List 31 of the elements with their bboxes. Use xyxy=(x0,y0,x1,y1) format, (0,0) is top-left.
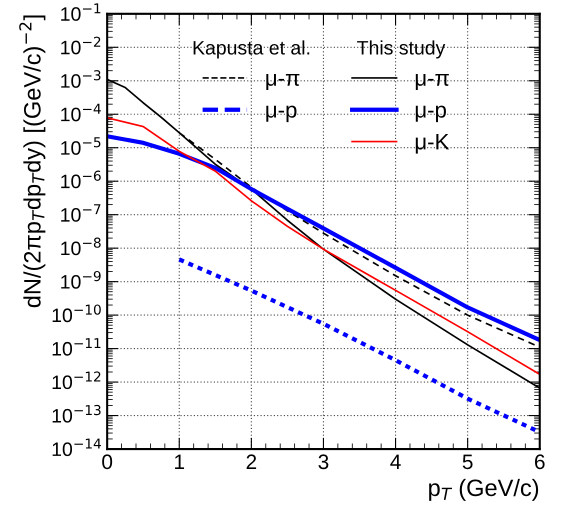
y-tick-label: 10$^{−11}$ xyxy=(52,338,100,356)
x-tick-label: 5 xyxy=(462,454,473,470)
y-tick-label: 10$^{−7}$ xyxy=(61,204,100,222)
legend-label: μ-p xyxy=(266,106,296,122)
legend-label: μ-p xyxy=(416,106,446,122)
legend-label: μ-K xyxy=(416,134,450,154)
y-tick-label: 10$^{−12}$ xyxy=(52,371,100,390)
legend-label: μ-π xyxy=(416,74,449,90)
legend-label: μ-π xyxy=(266,74,300,90)
y-tick-label: 10$^{−3}$ xyxy=(61,70,101,88)
y-axis-title: dN/(2πp$_{T}$dp$_{T}$dy) [(GeV/c)$^{−2}$] xyxy=(19,16,46,308)
y-tick-label: 10$^{−4}$ xyxy=(61,104,101,122)
y-tick-label: 10$^{−9}$ xyxy=(61,270,101,289)
x-tick-label: 4 xyxy=(390,454,401,469)
x-tick-label: 1 xyxy=(175,454,184,469)
x-tick-label: 2 xyxy=(246,454,256,469)
y-tick-label: 10$^{−1}$ xyxy=(61,3,100,21)
y-tick-label: 10$^{−8}$ xyxy=(61,238,101,256)
y-tick-label: 10$^{−5}$ xyxy=(61,137,100,155)
y-tick-label: 10$^{−2}$ xyxy=(61,36,100,54)
annotation: Kapusta et al. xyxy=(194,40,310,58)
x-tick-label: 6 xyxy=(535,454,545,470)
annotation: This study xyxy=(357,40,446,58)
x-axis-title: p$_{T}$ (GeV/c) xyxy=(429,478,538,501)
x-tick-label: 3 xyxy=(318,454,328,470)
x-tick-label: 0 xyxy=(102,454,112,470)
line-series xyxy=(107,134,540,342)
y-tick-label: 10$^{−6}$ xyxy=(61,170,101,188)
y-tick-label: 10$^{−14}$ xyxy=(52,438,101,456)
y-tick-label: 10$^{−13}$ xyxy=(52,404,101,423)
y-tick-label: 10$^{−10}$ xyxy=(52,304,101,322)
